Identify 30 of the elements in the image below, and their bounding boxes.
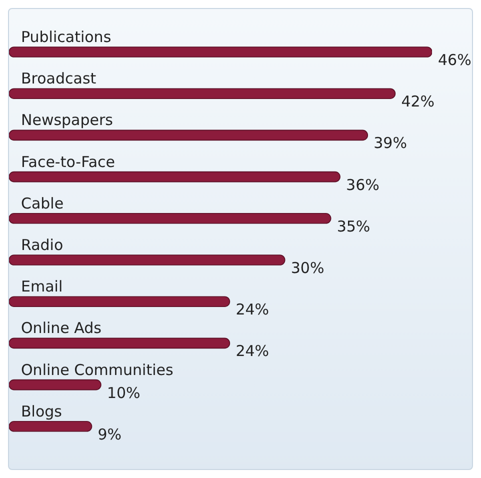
y-tick-label: Publications <box>21 28 112 46</box>
bar <box>9 338 230 349</box>
y-tick-label: Face-to-Face <box>21 152 115 171</box>
data-label: 24% <box>236 342 270 360</box>
y-tick-label: Cable <box>21 194 64 212</box>
y-tick-label: Blogs <box>21 402 62 420</box>
y-tick-label: Newspapers <box>21 111 114 130</box>
bar <box>9 46 432 58</box>
bar <box>9 130 368 141</box>
bar <box>9 254 286 266</box>
data-label: 39% <box>374 134 407 152</box>
bar <box>9 421 92 432</box>
data-label: 30% <box>290 259 324 277</box>
y-tick-label: Online Ads <box>21 319 102 338</box>
data-label: 46% <box>438 51 472 69</box>
bar <box>9 88 396 99</box>
data-label: 36% <box>346 176 380 194</box>
bar <box>9 213 332 224</box>
y-tick-label: Radio <box>21 236 64 254</box>
data-label: 35% <box>336 217 370 236</box>
bar <box>9 171 340 182</box>
y-tick-label: Email <box>21 278 63 296</box>
data-label: 10% <box>106 384 140 402</box>
data-label: 24% <box>236 300 270 319</box>
data-label: 9% <box>98 425 122 444</box>
y-tick-label: Broadcast <box>21 70 96 88</box>
bar <box>9 296 230 307</box>
y-tick-label: Online Communities <box>21 360 174 379</box>
data-label: 42% <box>401 92 435 111</box>
bar <box>9 379 102 390</box>
